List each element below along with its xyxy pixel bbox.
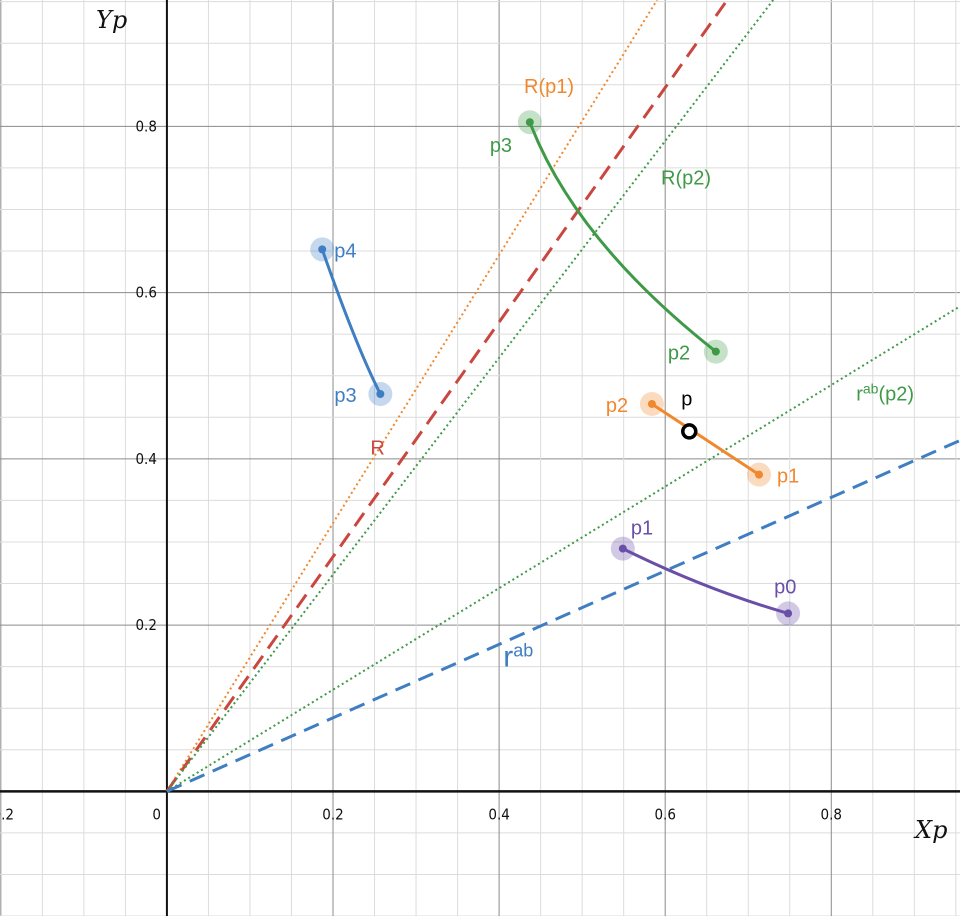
x-tick-label: -0.2 [0,805,14,823]
point-label: p1 [777,466,799,488]
ray-label: R(p1) [524,76,574,98]
point-label: p3 [490,135,512,157]
ray-line [165,0,729,793]
movable-point-marker [681,423,698,440]
ray-line [166,0,658,792]
x-tick-label: 0.6 [654,805,675,823]
ray-line [166,439,960,793]
point-dot [318,245,327,254]
x-axis-label: Xp [913,816,947,844]
point-dot [618,544,627,553]
marker-label: p [681,388,692,410]
x-tick-label: 0 [152,805,161,823]
point-label: p2 [668,343,690,365]
curve-path [651,402,760,476]
y-tick-label: 0.8 [135,117,156,135]
paths: p4 p3 p3 p2 p2 p1 p1 p0 p [310,110,801,626]
ray-label: rab(p2) [856,381,914,406]
ray-label: R(p2) [661,168,711,190]
point-label: p1 [631,518,653,540]
x-tick-label: 0.2 [322,805,343,823]
point-dot [784,609,793,618]
point-label: p3 [334,385,356,407]
point-dot [525,118,534,127]
point-dot [711,347,720,356]
rays: R(p1) R R(p2) rab(p2) rab [165,0,960,793]
x-tick-label: 0.8 [821,805,842,823]
point-dot [376,389,385,398]
point-label: p2 [606,395,628,417]
y-tick-label: 0.2 [135,616,156,634]
curve-path [528,121,717,353]
ray-line [166,0,774,792]
point-dot [647,399,656,408]
curve-path [622,547,789,615]
ray-label: R [370,438,384,460]
ray-line [166,305,960,793]
y-axis-label: Yp [96,6,127,34]
y-tick-label: 0.4 [135,450,156,468]
point-dot [755,470,764,479]
x-tick-label: 0.4 [488,805,509,823]
point-label: p0 [774,576,796,598]
ray-label: rab [503,641,533,674]
point-label: p4 [334,240,356,262]
y-tick-label: 0.6 [135,284,156,302]
curve-path [320,248,382,395]
